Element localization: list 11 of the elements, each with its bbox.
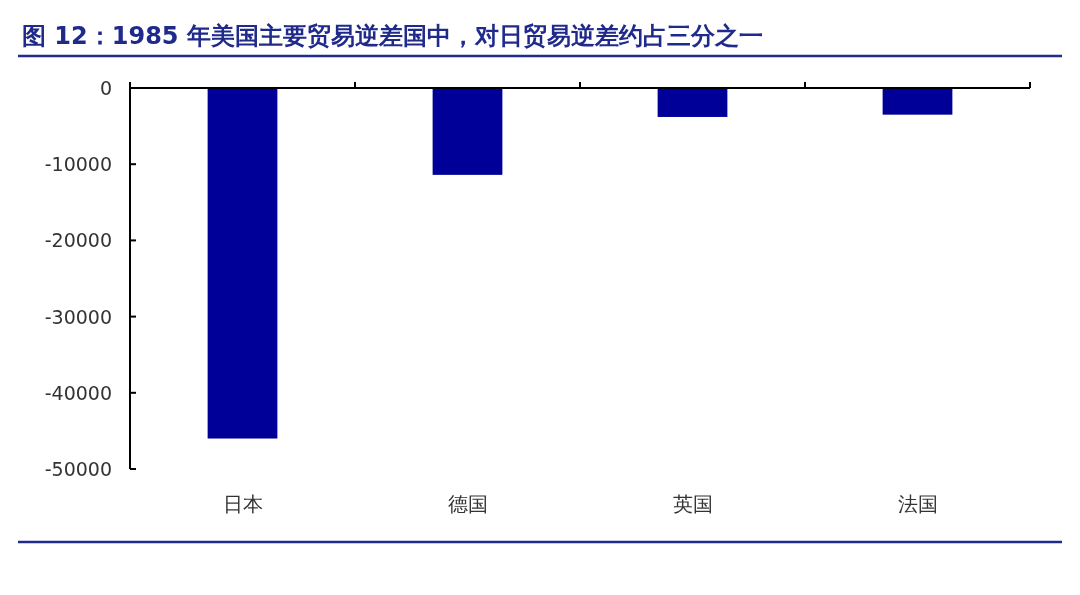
y-tick-label: -40000 (44, 381, 112, 404)
y-tick-label: -10000 (44, 153, 112, 176)
x-tick-label: 日本 (222, 492, 263, 516)
y-tick-label: 0 (99, 77, 112, 99)
y-tick-label: -50000 (44, 458, 112, 480)
x-tick-label: 德国 (447, 492, 488, 516)
y-tick-label: -30000 (44, 305, 112, 328)
chart-title: 图 12：1985 年美国主要贸易逆差国中，对日贸易逆差约占三分之一 (22, 22, 763, 50)
x-tick-label: 英国 (672, 492, 713, 516)
x-tick-label: 法国 (897, 492, 938, 516)
y-tick-label: -20000 (44, 229, 112, 252)
